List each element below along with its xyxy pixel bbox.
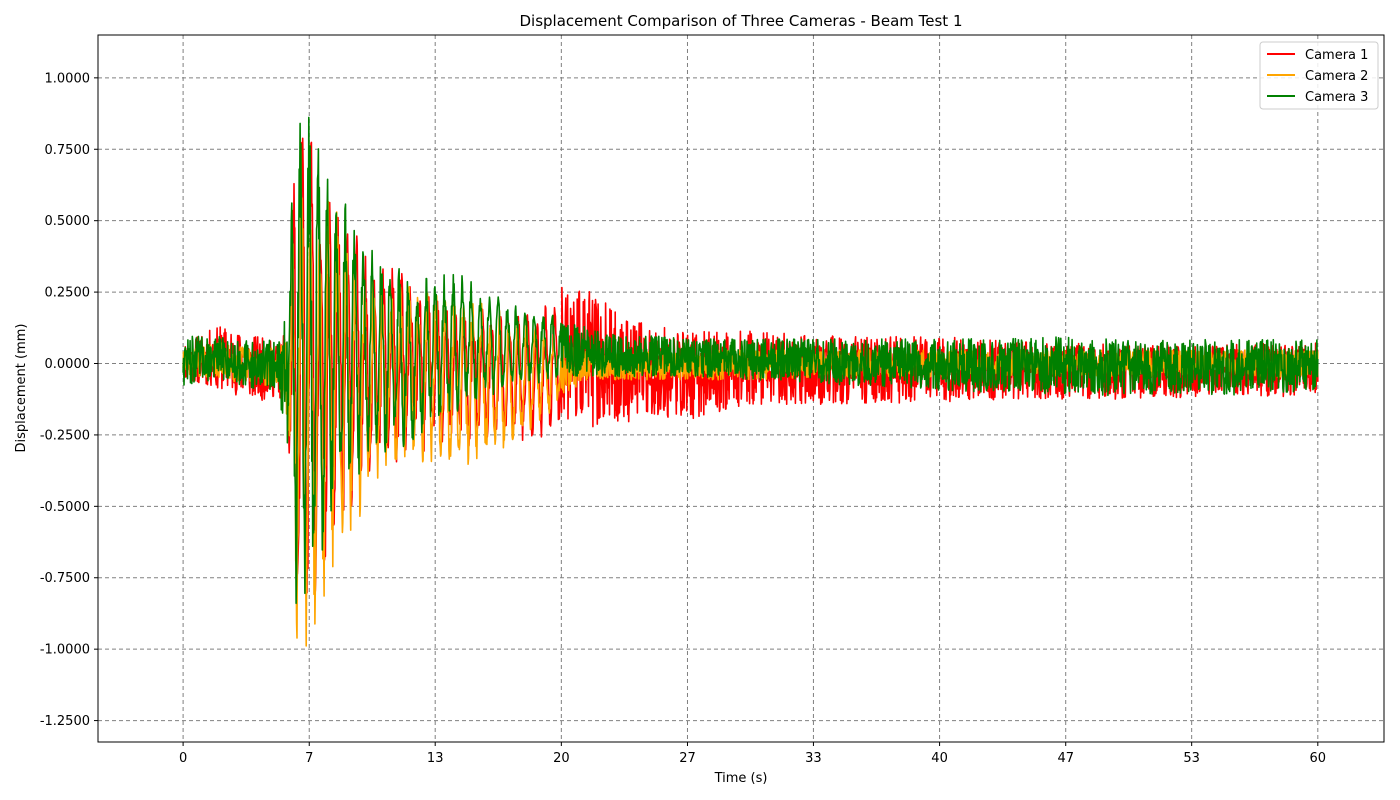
x-tick-label: 0 (179, 751, 187, 766)
x-tick-label: 20 (553, 751, 570, 766)
y-tick-label: 0.2500 (45, 286, 91, 301)
legend-box (1259, 41, 1379, 110)
y-tick-label: 0.0000 (45, 357, 91, 372)
x-tick-label: 60 (1310, 751, 1327, 766)
series-line-camera-3 (182, 116, 1319, 605)
y-tick-label: 0.7500 (45, 143, 91, 158)
x-tick-label: 7 (305, 751, 313, 766)
x-tick-label: 53 (1183, 751, 1200, 766)
y-axis-ticks: 1.0000 0.7500 0.5000 0.2500 0.0000 -0.2500 -0.… (40, 71, 98, 729)
y-tick-label: -1.2500 (40, 714, 90, 729)
x-tick-label: 47 (1057, 751, 1074, 766)
y-axis-label: Displacement (mm) (14, 324, 29, 453)
series-lines (182, 116, 1319, 647)
y-tick-label: -0.5000 (40, 500, 90, 515)
x-axis-ticks: 0 7 13 20 27 33 40 47 53 60 (179, 742, 1326, 766)
legend-label-camera-3: Camera 3 (1305, 90, 1368, 105)
y-tick-label: 1.0000 (45, 71, 91, 86)
x-tick-label: 27 (679, 751, 696, 766)
y-tick-label: -0.7500 (40, 571, 90, 586)
plot-frame (97, 34, 1385, 743)
x-tick-label: 40 (931, 751, 948, 766)
x-tick-label: 13 (427, 751, 444, 766)
legend: Camera 1 Camera 2 Camera 3 (1259, 41, 1379, 110)
y-tick-label: -0.2500 (40, 428, 90, 443)
x-tick-label: 33 (805, 751, 822, 766)
legend-label-camera-2: Camera 2 (1305, 69, 1368, 84)
y-tick-label: -1.0000 (40, 643, 90, 658)
y-tick-label: 0.5000 (45, 214, 91, 229)
legend-label-camera-1: Camera 1 (1305, 48, 1368, 63)
x-axis-label: Time (s) (714, 771, 768, 786)
chart-title: Displacement Comparison of Three Cameras… (520, 12, 963, 30)
